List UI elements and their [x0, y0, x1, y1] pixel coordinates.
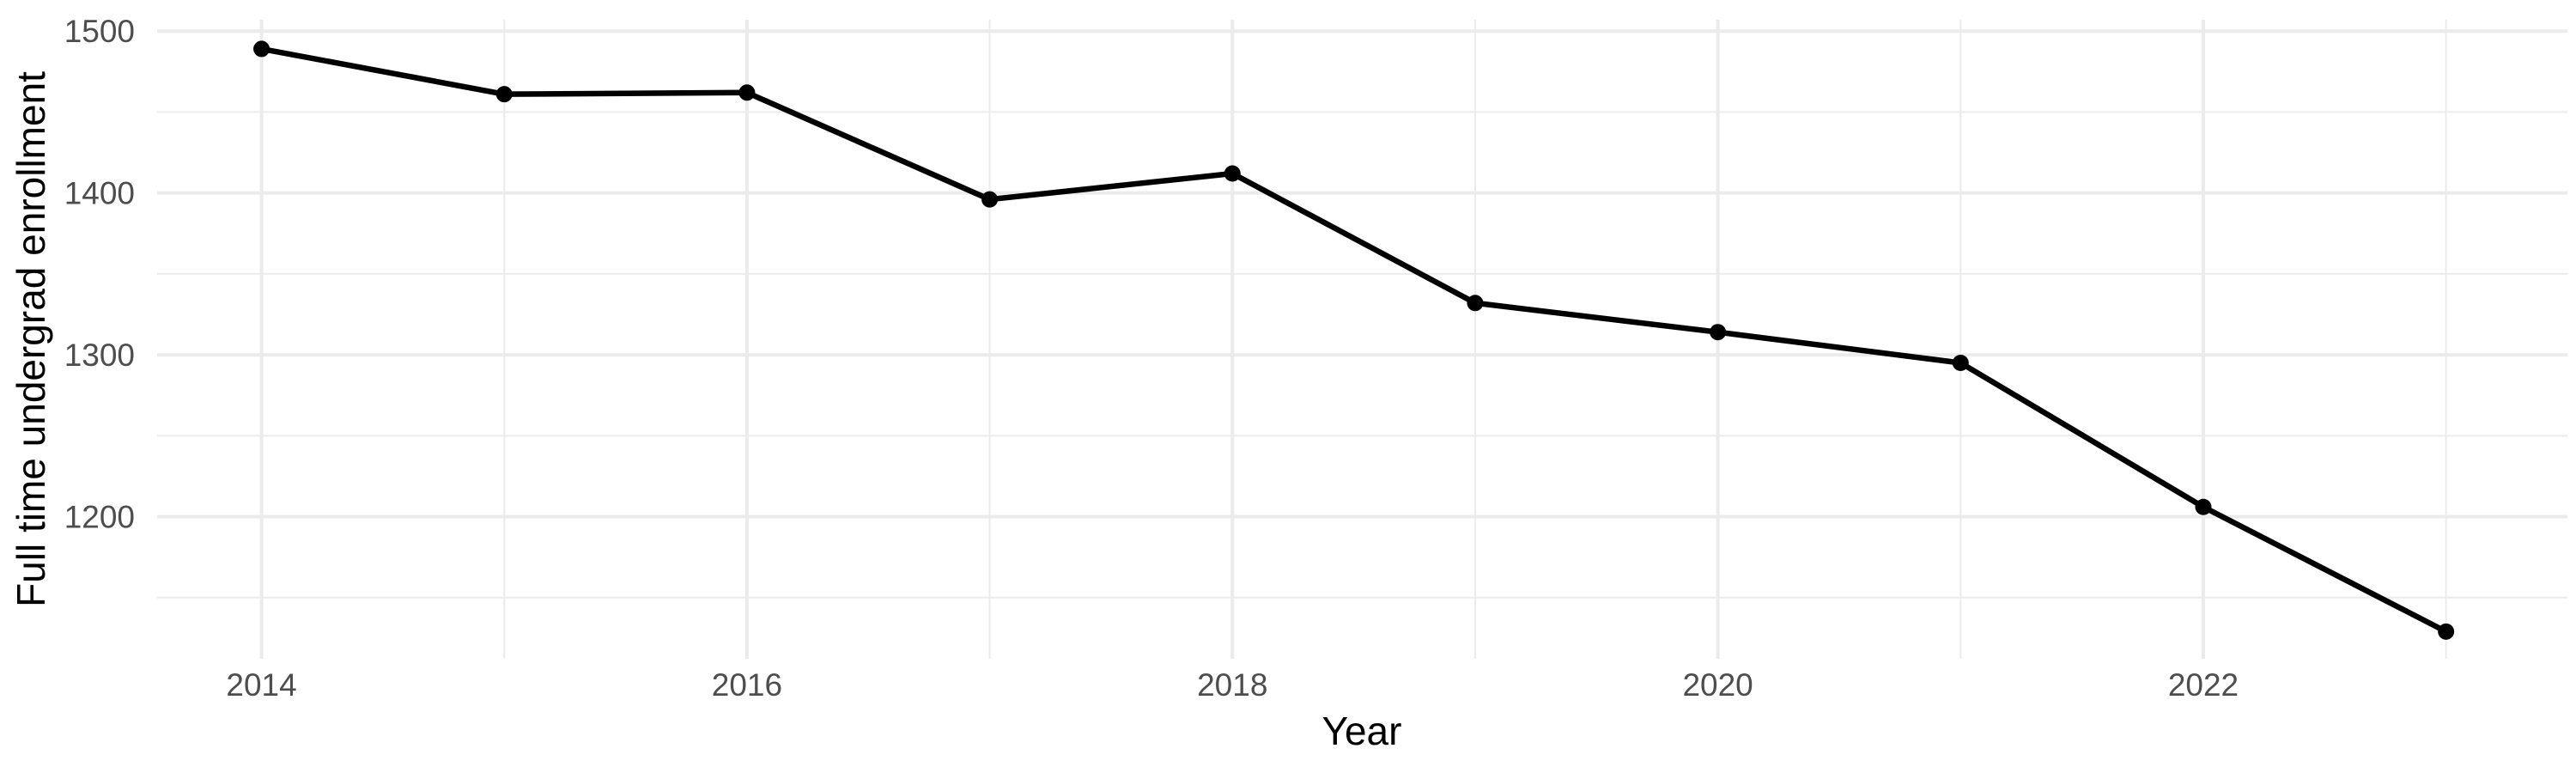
x-axis-tick-label: 2018 [1197, 667, 1267, 703]
data-point-2017 [981, 191, 999, 208]
y-axis-tick-label: 1300 [64, 338, 135, 373]
y-axis-tick-label: 1500 [64, 14, 135, 49]
y-axis-tick-label: 1200 [64, 500, 135, 535]
x-axis-tick-label: 2016 [712, 667, 782, 703]
y-axis-tick-labels: 1200 1300 1400 1500 [64, 14, 135, 534]
y-axis-title: Full time undergrad enrollment [9, 71, 53, 607]
data-point-2014 [253, 40, 270, 58]
major-gridlines [157, 20, 2567, 659]
x-axis-title: Year [1322, 709, 1402, 753]
y-axis-tick-label: 1400 [64, 176, 135, 211]
data-point-2021 [1952, 355, 1969, 372]
x-axis-tick-label: 2014 [226, 667, 296, 703]
data-point-2019 [1467, 295, 1484, 312]
x-axis-tick-label: 2020 [1682, 667, 1753, 703]
data-point-2023 [2438, 623, 2455, 640]
data-series [253, 40, 2455, 640]
trend-line [260, 46, 2448, 635]
data-point-2018 [1224, 165, 1241, 182]
data-point-2022 [2195, 498, 2212, 515]
data-point-2020 [1710, 324, 1727, 341]
data-point-2016 [738, 84, 756, 101]
minor-gridlines [157, 20, 2567, 659]
data-point-2015 [495, 86, 513, 103]
x-axis-tick-labels: 2014 2016 2018 2020 2022 [226, 667, 2239, 703]
x-axis-tick-label: 2022 [2168, 667, 2239, 703]
